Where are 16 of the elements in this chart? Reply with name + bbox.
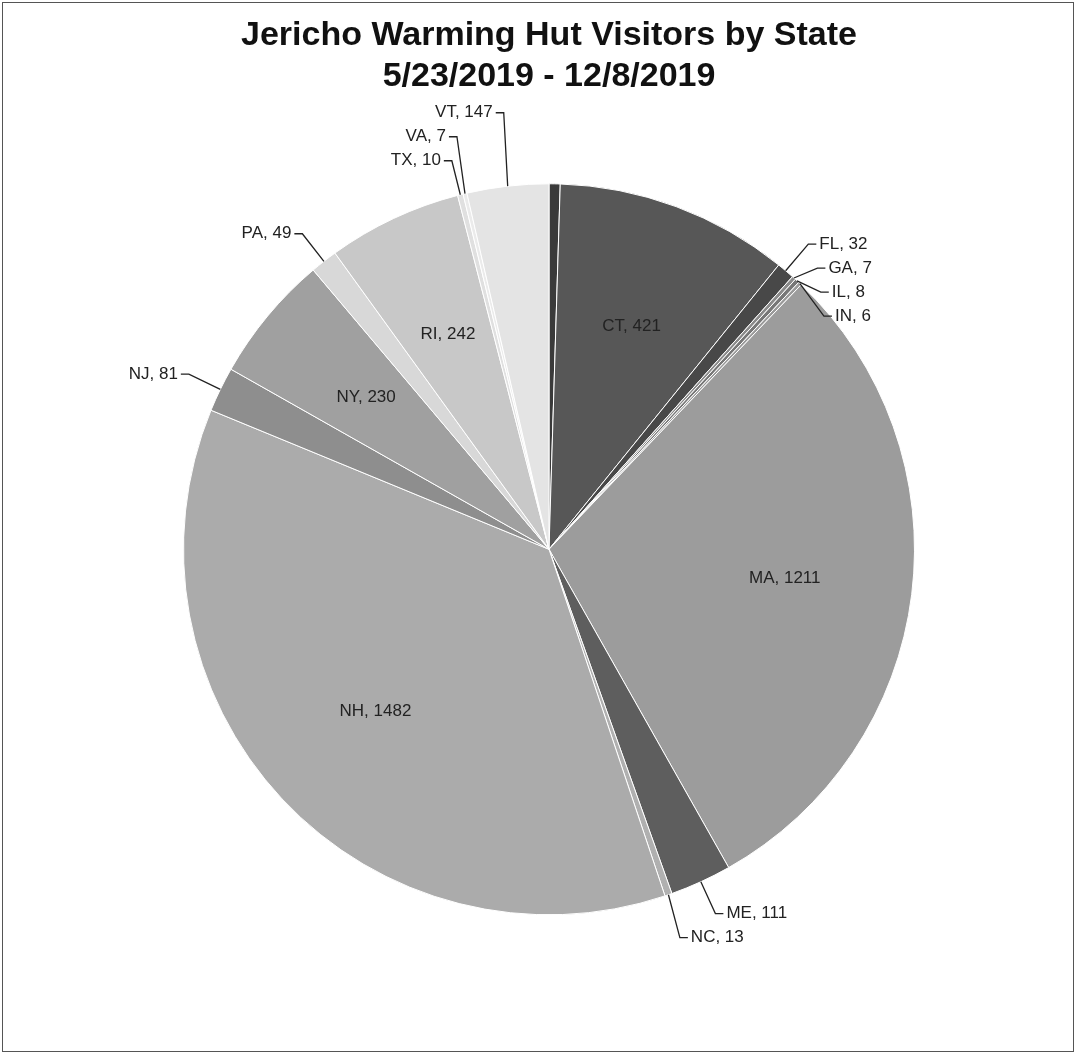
data-label: VT, 147: [435, 102, 493, 122]
data-label: MA, 1211: [749, 568, 821, 588]
data-label: RI, 242: [420, 323, 476, 343]
data-label: IL, 8: [831, 281, 865, 301]
data-label: VA, 7: [405, 126, 446, 146]
chart-title: Jericho Warming Hut Visitors by State 5/23/2019 - 12/8/2019: [241, 13, 857, 93]
data-label: NY, 230: [336, 387, 396, 407]
data-label: TX, 10: [390, 150, 441, 170]
data-label: NC, 13: [690, 927, 744, 947]
data-label: NJ, 81: [128, 363, 178, 383]
data-label: FL, 32: [819, 233, 868, 253]
data-label: ME, 111: [726, 903, 788, 923]
data-label: NH, 1482: [339, 701, 412, 721]
data-label: PA, 49: [241, 223, 292, 243]
data-label: IN, 6: [834, 305, 871, 325]
data-label: GA, 7: [828, 257, 872, 277]
